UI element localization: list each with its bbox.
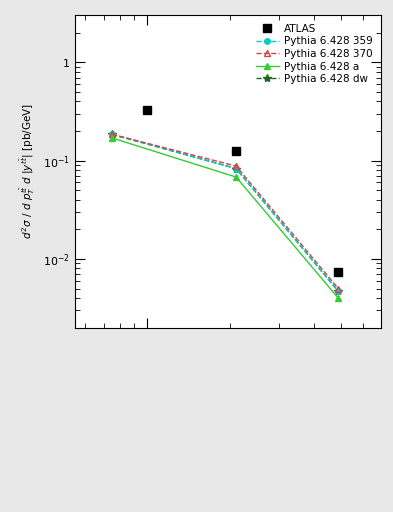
Pythia 6.428 a — [110, 135, 114, 141]
Pythia 6.428 359 — [234, 165, 239, 172]
Legend: ATLAS, Pythia 6.428 359, Pythia 6.428 370, Pythia 6.428 a, Pythia 6.428 dw: ATLAS, Pythia 6.428 359, Pythia 6.428 37… — [253, 20, 376, 87]
Line: ATLAS: ATLAS — [143, 105, 342, 276]
Pythia 6.428 dw — [110, 131, 114, 137]
ATLAS — [234, 148, 239, 154]
Pythia 6.428 dw — [336, 288, 341, 294]
Line: Pythia 6.428 370: Pythia 6.428 370 — [108, 131, 342, 292]
Pythia 6.428 a — [336, 295, 341, 301]
Pythia 6.428 dw — [234, 165, 239, 172]
Pythia 6.428 a — [234, 174, 239, 180]
Pythia 6.428 370 — [234, 163, 239, 169]
Pythia 6.428 359 — [336, 288, 341, 294]
Line: Pythia 6.428 dw: Pythia 6.428 dw — [108, 130, 342, 295]
Line: Pythia 6.428 359: Pythia 6.428 359 — [109, 132, 341, 294]
ATLAS — [144, 106, 149, 113]
Line: Pythia 6.428 a: Pythia 6.428 a — [108, 135, 342, 302]
Pythia 6.428 370 — [110, 131, 114, 137]
Pythia 6.428 370 — [336, 286, 341, 292]
ATLAS — [336, 269, 341, 275]
Y-axis label: $d^2\sigma\ /\ d\ p_T^{t\bar{t}}\ d\ |y^{t\bar{t}}|\ [\mathrm{pb/GeV}]$: $d^2\sigma\ /\ d\ p_T^{t\bar{t}}\ d\ |y^… — [19, 103, 37, 240]
Pythia 6.428 359 — [110, 131, 114, 137]
